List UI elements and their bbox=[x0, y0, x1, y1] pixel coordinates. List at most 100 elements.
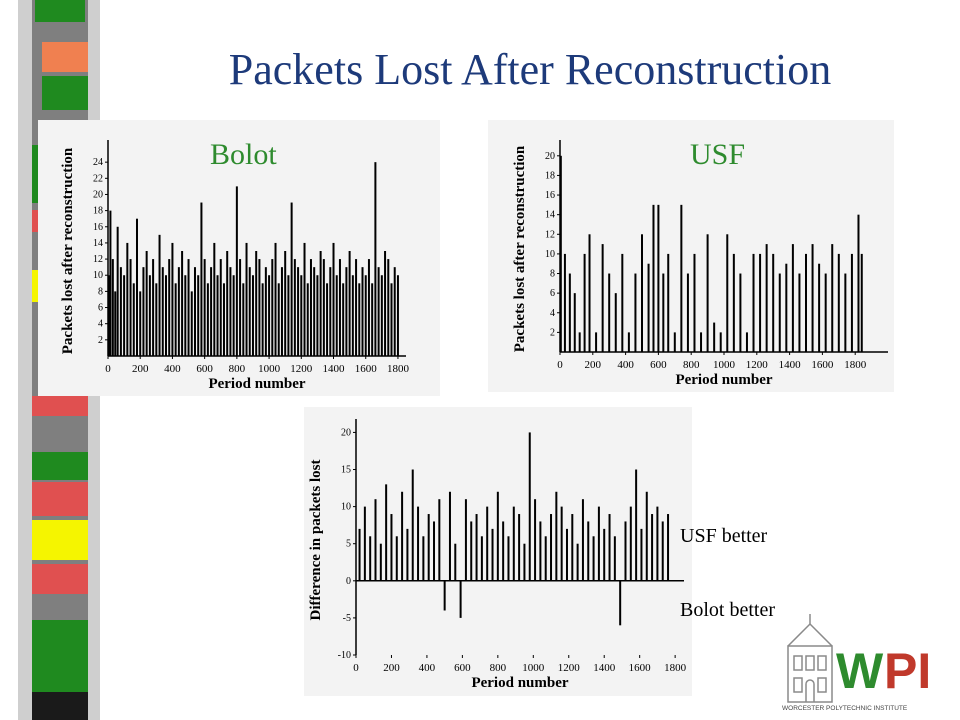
data-bar bbox=[480, 536, 483, 581]
data-bar bbox=[168, 259, 171, 356]
data-bar bbox=[395, 536, 398, 581]
data-bar bbox=[251, 275, 254, 356]
x-tick-label: 200 bbox=[132, 363, 149, 375]
x-axis-label: Period number bbox=[675, 372, 772, 388]
data-bar bbox=[706, 234, 709, 352]
x-tick-label: 1600 bbox=[355, 363, 378, 375]
data-bar bbox=[338, 259, 341, 356]
y-tick-label: 2 bbox=[550, 327, 555, 338]
usf-chart-panel: 2 4 6 8 10 12 14 16 18 20 0 200 400 600 800 1000 1200 140… bbox=[488, 120, 894, 392]
data-bar bbox=[798, 273, 801, 352]
data-bar bbox=[597, 506, 600, 581]
data-bar bbox=[242, 283, 245, 356]
data-bar bbox=[171, 242, 174, 356]
x-tick-label: 800 bbox=[490, 662, 507, 674]
y-tick-label: 6 bbox=[550, 288, 555, 299]
y-tick-label: -10 bbox=[338, 650, 351, 661]
data-bar bbox=[523, 543, 526, 581]
data-bar bbox=[297, 267, 300, 356]
data-bar bbox=[657, 204, 660, 352]
data-bar bbox=[277, 283, 280, 356]
y-tick-label: 10 bbox=[545, 249, 555, 260]
data-bar bbox=[491, 528, 494, 581]
data-bar bbox=[573, 293, 576, 352]
building-icon bbox=[787, 614, 833, 703]
y-tick-label: 8 bbox=[550, 269, 555, 280]
data-bar bbox=[726, 234, 729, 352]
x-tick-label: 800 bbox=[683, 359, 700, 371]
x-tick-label: 1800 bbox=[664, 662, 687, 674]
data-bar bbox=[693, 253, 696, 352]
data-bar bbox=[358, 528, 361, 581]
data-bar bbox=[152, 259, 155, 356]
data-bar bbox=[581, 499, 584, 581]
x-tick-label: 600 bbox=[650, 359, 667, 371]
data-bar bbox=[512, 506, 515, 581]
data-bar bbox=[119, 267, 122, 356]
x-tick-label: 1200 bbox=[558, 662, 581, 674]
x-tick-label: 800 bbox=[229, 363, 246, 375]
y-tick-label: 18 bbox=[93, 206, 103, 217]
data-bar bbox=[645, 491, 648, 581]
data-bar bbox=[555, 491, 558, 581]
data-bar bbox=[329, 267, 332, 356]
y-tick-label: 20 bbox=[545, 151, 555, 162]
data-bar bbox=[379, 543, 382, 581]
data-bar bbox=[290, 202, 293, 356]
data-bar bbox=[592, 536, 595, 581]
data-bar bbox=[213, 242, 216, 356]
data-bar bbox=[313, 267, 316, 356]
data-bar bbox=[135, 218, 138, 356]
data-bar bbox=[603, 528, 606, 581]
x-tick-label: 0 bbox=[557, 359, 563, 371]
data-bar bbox=[700, 332, 703, 352]
y-axis-label: Packets lost after reconstruction bbox=[60, 147, 76, 354]
data-bar bbox=[158, 234, 161, 356]
data-bar bbox=[145, 251, 148, 356]
data-bar bbox=[123, 275, 126, 356]
data-bar bbox=[219, 259, 222, 356]
data-bar bbox=[363, 506, 366, 581]
data-bar bbox=[502, 521, 505, 581]
data-bar bbox=[791, 244, 794, 352]
data-bar bbox=[142, 267, 145, 356]
data-bar bbox=[374, 499, 377, 581]
data-bar bbox=[837, 253, 840, 352]
data-bar bbox=[673, 332, 676, 352]
data-bar bbox=[248, 267, 251, 356]
slide-title: Packets Lost After Reconstruction bbox=[228, 45, 832, 94]
y-tick-label: 14 bbox=[93, 238, 103, 249]
data-bar bbox=[116, 226, 119, 356]
logo-letters-pi: PI bbox=[884, 643, 931, 699]
x-tick-label: 400 bbox=[617, 359, 634, 371]
x-tick-label: 1600 bbox=[811, 359, 834, 371]
data-bar bbox=[222, 283, 225, 356]
data-bar bbox=[544, 536, 547, 581]
data-bar bbox=[433, 521, 436, 581]
x-tick-label: 1200 bbox=[290, 363, 313, 375]
data-bar bbox=[216, 275, 219, 356]
y-tick-label: 18 bbox=[545, 170, 555, 181]
data-bar bbox=[587, 521, 590, 581]
data-bar bbox=[303, 242, 306, 356]
x-tick-label: 1000 bbox=[522, 662, 545, 674]
data-bar bbox=[583, 253, 586, 352]
x-tick-label: 1400 bbox=[593, 662, 616, 674]
x-tick-label: 1000 bbox=[713, 359, 736, 371]
x-tick-label: 1000 bbox=[258, 363, 281, 375]
data-bar bbox=[377, 267, 380, 356]
data-bar bbox=[411, 469, 414, 581]
data-bar bbox=[559, 155, 562, 352]
x-tick-label: 400 bbox=[419, 662, 436, 674]
data-bar bbox=[232, 275, 235, 356]
x-tick-label: 1800 bbox=[844, 359, 867, 371]
data-bar bbox=[316, 275, 319, 356]
x-tick-label: 0 bbox=[353, 662, 359, 674]
data-bar bbox=[601, 244, 604, 352]
x-axis-label: Period number bbox=[208, 376, 305, 392]
y-tick-label: 24 bbox=[93, 157, 103, 168]
data-bar bbox=[355, 259, 358, 356]
data-bar bbox=[860, 253, 863, 352]
data-bar bbox=[306, 283, 309, 356]
